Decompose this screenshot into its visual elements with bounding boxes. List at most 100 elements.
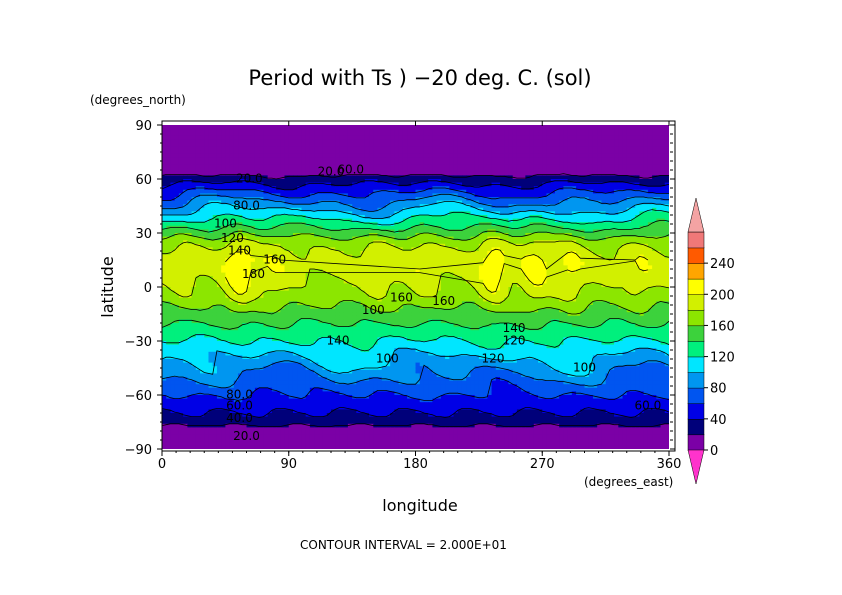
field-cell: [525, 161, 531, 166]
field-cell: [563, 247, 569, 252]
field-cell: [259, 186, 264, 191]
field-cell: [415, 218, 421, 223]
field-cell: [309, 186, 315, 191]
field-cell: [390, 179, 395, 184]
field-cell: [212, 161, 218, 166]
field-cell: [407, 261, 412, 266]
field-cell: [529, 193, 535, 198]
field-cell: [563, 168, 569, 173]
field-cell: [204, 157, 210, 162]
field-cell: [216, 207, 222, 212]
field-cell: [559, 247, 564, 252]
field-cell: [601, 207, 607, 212]
field-cell: [347, 139, 353, 144]
field-cell: [580, 233, 586, 238]
field-cell: [162, 218, 167, 223]
field-cell: [601, 157, 607, 162]
field-cell: [170, 243, 176, 248]
field-cell: [436, 215, 442, 220]
field-cell: [183, 143, 188, 148]
field-cell: [533, 125, 539, 130]
field-cell: [635, 128, 641, 133]
field-cell: [254, 143, 260, 148]
field-cell: [276, 157, 281, 162]
field-cell: [428, 211, 433, 216]
field-cell: [576, 150, 581, 155]
field-cell: [187, 189, 193, 194]
field-cell: [385, 240, 391, 245]
field-cell: [314, 215, 319, 220]
field-cell: [297, 236, 303, 241]
field-cell: [550, 171, 556, 176]
field-cell: [326, 207, 332, 212]
field-cell: [542, 251, 548, 256]
field-cell: [546, 171, 552, 176]
field-cell: [301, 265, 307, 270]
field-cell: [322, 193, 328, 198]
field-cell: [635, 229, 641, 234]
field-cell: [200, 251, 205, 256]
field-cell: [402, 182, 408, 187]
field-cell: [271, 197, 277, 202]
field-cell: [292, 200, 298, 205]
field-cell: [183, 186, 188, 191]
field-cell: [398, 243, 404, 248]
field-cell: [538, 150, 543, 155]
field-cell: [238, 157, 243, 162]
field-cell: [178, 139, 184, 144]
field-cell: [664, 233, 669, 238]
field-cell: [592, 204, 598, 209]
field-cell: [170, 229, 176, 234]
field-cell: [377, 153, 383, 158]
field-cell: [626, 269, 632, 274]
field-cell: [495, 157, 501, 162]
field-cell: [411, 175, 417, 180]
field-cell: [559, 139, 564, 144]
field-cell: [288, 200, 294, 205]
field-cell: [652, 254, 657, 259]
field-cell: [233, 132, 239, 137]
field-cell: [221, 193, 226, 198]
field-cell: [643, 161, 649, 166]
field-cell: [204, 164, 210, 169]
field-cell: [233, 128, 239, 133]
field-cell: [487, 189, 493, 194]
field-cell: [280, 197, 286, 202]
field-cell: [533, 153, 539, 158]
field-cell: [449, 150, 455, 155]
field-cell: [525, 150, 531, 155]
field-cell: [592, 233, 598, 238]
field-cell: [246, 247, 252, 252]
field-cell: [263, 258, 269, 263]
field-cell: [263, 215, 269, 220]
field-cell: [208, 272, 214, 277]
field-cell: [246, 222, 252, 227]
field-cell: [326, 243, 332, 248]
field-cell: [246, 193, 252, 198]
field-cell: [592, 261, 598, 266]
field-cell: [457, 207, 463, 212]
field-cell: [347, 243, 353, 248]
field-cell: [500, 222, 505, 227]
field-cell: [626, 240, 632, 245]
field-cell: [326, 143, 332, 148]
field-cell: [276, 258, 281, 263]
field-cell: [529, 125, 535, 130]
field-cell: [166, 215, 172, 220]
field-cell: [347, 135, 353, 140]
field-cell: [276, 251, 281, 256]
field-cell: [254, 229, 260, 234]
field-cell: [423, 139, 429, 144]
field-cell: [491, 261, 497, 266]
field-cell: [394, 204, 400, 209]
field-cell: [478, 251, 484, 256]
field-cell: [525, 128, 531, 133]
field-cell: [643, 265, 649, 270]
field-cell: [225, 204, 231, 209]
field-cell: [402, 207, 408, 212]
field-cell: [314, 236, 319, 241]
field-cell: [339, 269, 345, 274]
field-cell: [626, 211, 632, 216]
field-cell: [178, 215, 184, 220]
field-cell: [605, 175, 611, 180]
